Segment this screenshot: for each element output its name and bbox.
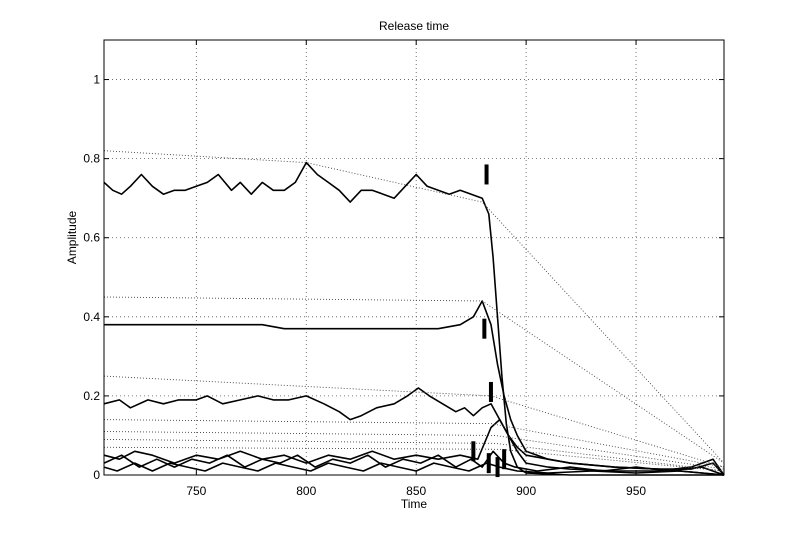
amplitude-line-4: [103, 450, 725, 476]
amplitude-line-0: [103, 161, 724, 476]
x-tick-label: 750: [186, 484, 206, 498]
x-axis-label: Time: [401, 497, 428, 511]
amplitude-line-5: [103, 462, 725, 476]
envelope-line-9: [103, 419, 725, 468]
y-tick-label: 0.4: [83, 310, 100, 324]
amplitude-line-2: [103, 387, 725, 476]
release-marker-5: [495, 457, 500, 478]
y-tick-label: 0.2: [83, 389, 100, 403]
release-marker-0: [484, 164, 489, 185]
grid: [104, 40, 724, 476]
y-tick-label: 1: [93, 73, 100, 87]
release-marker-2: [488, 381, 493, 402]
x-tick-label: 900: [516, 484, 536, 498]
y-tick-label: 0.6: [83, 231, 100, 245]
envelope-line-7: [103, 296, 725, 464]
release-marker-6: [502, 449, 507, 470]
ticks: 750 800 850 900 950 0 0.2 0.4 0.6 0.8 1: [83, 40, 724, 498]
y-tick-label: 0: [93, 468, 100, 482]
release-marker-4: [486, 453, 491, 474]
amplitude-line-3: [103, 418, 725, 476]
y-tick-label: 0.8: [83, 152, 100, 166]
release-marker-1: [482, 318, 487, 339]
release-marker-3: [471, 441, 476, 462]
chart-title: Release time: [379, 19, 449, 33]
x-tick-label: 950: [626, 484, 646, 498]
x-tick-label: 800: [296, 484, 316, 498]
x-tick-label: 850: [406, 484, 426, 498]
y-axis-label: Amplitude: [65, 211, 79, 265]
release-markers: [471, 164, 507, 478]
axes-box: [103, 39, 725, 476]
